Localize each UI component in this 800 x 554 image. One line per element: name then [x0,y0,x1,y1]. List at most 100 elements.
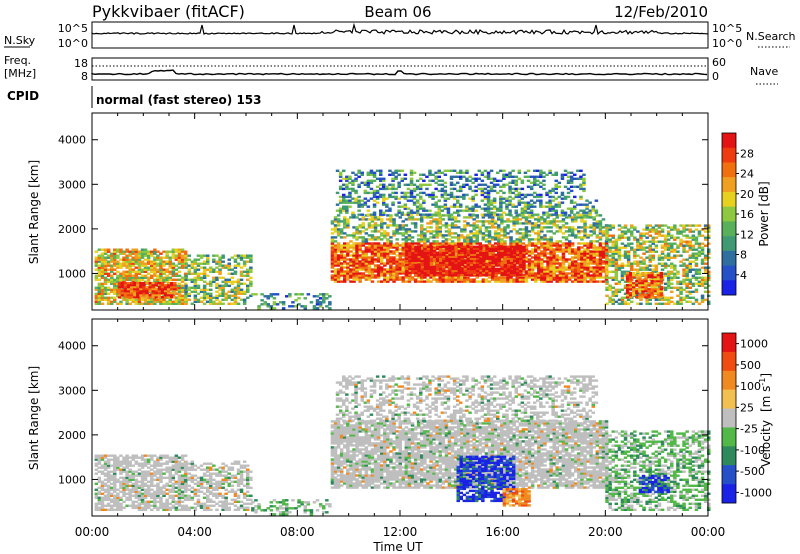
echo-cell [472,278,476,281]
echo-cell [113,258,117,261]
echo-cell [614,294,619,297]
echo-cell [183,254,188,257]
echo-cell [375,169,380,172]
echo-cell [140,274,145,277]
echo-cell [573,185,577,188]
echo-cell [583,248,587,251]
echo-cell [338,175,343,178]
echo-cell [517,169,522,172]
echo-cell [405,255,409,258]
echo-cell [465,193,469,197]
echo-cell [379,193,383,197]
echo-cell [369,171,374,174]
echo-cell [481,216,486,219]
echo-cell [140,270,145,273]
echo-cell [364,218,369,221]
echo-cell [395,246,399,249]
echo-cell [379,177,383,180]
echo-cell [333,274,338,277]
echo-cell [447,276,452,279]
echo-cell [486,203,491,206]
echo-cell [391,203,395,206]
echo-cell [549,264,553,267]
echo-cell [524,216,529,219]
echo-cell [582,203,586,206]
echo-cell [481,244,486,247]
echo-cell [435,222,439,225]
echo-cell [363,191,368,195]
echo-cell [333,252,338,255]
echo-cell [432,242,436,245]
echo-cell [360,171,364,174]
echo-cell [463,254,467,257]
echo-cell [414,271,418,275]
echo-cell [187,292,191,295]
echo-cell [398,254,402,257]
echo-cell [376,236,381,239]
echo-cell [209,298,213,301]
echo-cell [463,273,468,277]
echo-cell [506,264,510,267]
echo-cell [376,246,381,249]
echo-cell [560,209,565,212]
echo-cell [451,263,455,266]
echo-cell [449,183,454,186]
echo-cell [502,211,506,214]
echo-cell [361,242,365,245]
echo-cell [346,226,350,229]
echo-cell [409,193,414,197]
echo-cell [417,247,421,250]
echo-cell [383,230,387,233]
echo-cell [153,274,157,277]
echo-cell [488,271,492,275]
echo-cell [386,278,390,281]
echo-cell [494,269,498,273]
echo-cell [505,175,509,178]
echo-cell [586,256,590,259]
echo-cell [218,258,222,261]
echo-cell [508,181,512,184]
echo-cell [457,263,461,266]
echo-cell [517,199,522,202]
echo-cell [435,232,439,235]
echo-cell [636,264,640,267]
echo-cell [537,254,541,257]
echo-cell [168,278,172,281]
echo-cell [539,185,543,188]
echo-cell [113,300,117,303]
echo-cell [534,276,538,279]
echo-cell [582,209,586,212]
echo-cell [389,258,393,261]
echo-cell [333,254,338,257]
echo-cell [567,262,572,265]
echo-cell [549,254,553,257]
echo-cell [297,297,301,300]
echo-cell [193,288,198,291]
echo-cell [233,286,238,289]
echo-cell [481,248,486,251]
echo-cell [570,228,575,231]
echo-cell [608,226,612,229]
echo-cell [460,253,465,256]
echo-cell [227,266,231,269]
echo-cell [448,249,452,252]
echo-cell [601,276,606,279]
echo-cell [506,259,511,262]
echo-cell [408,261,412,264]
echo-cell [534,226,538,229]
echo-cell [352,264,356,267]
echo-cell [170,285,174,289]
echo-cell [120,294,125,297]
echo-cell [361,264,365,267]
echo-cell [577,246,581,249]
echo-cell [330,220,335,223]
echo-cell [608,254,612,257]
echo-cell [549,276,553,279]
echo-cell [493,220,498,223]
echo-cell [355,262,359,265]
echo-cell [478,230,482,233]
echo-cell [193,296,198,299]
echo-cell [202,254,207,257]
echo-cell [412,201,417,204]
echo-cell [146,252,151,255]
